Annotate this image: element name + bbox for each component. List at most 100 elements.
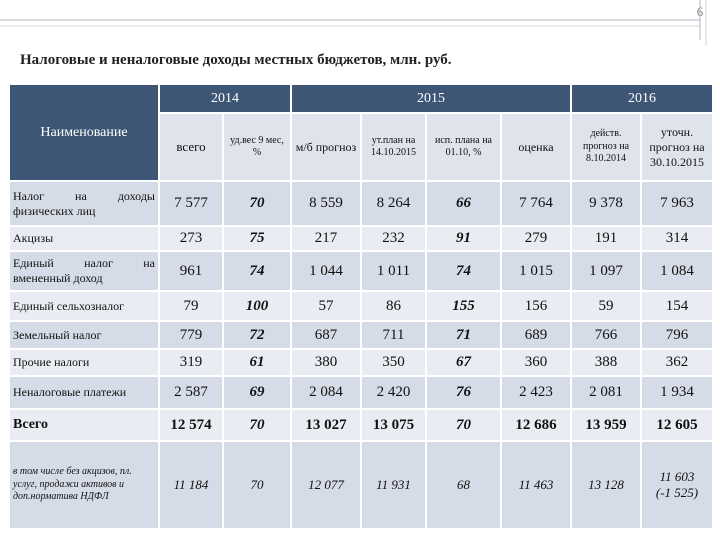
cell-value: 360 [500, 348, 572, 377]
row-name: Налог на доходы физических лиц [8, 180, 160, 227]
cell-value: 13 027 [290, 408, 362, 442]
cell-value: 689 [500, 320, 572, 350]
column-header: уточн. прогноз на 30.10.2015 [640, 112, 714, 182]
cell-value: 71 [425, 320, 502, 350]
cell-value: 69 [222, 375, 292, 410]
cell-value: 68 [425, 440, 502, 530]
table-row: Прочие налоги 319 61 380 350 67 360 388 362 [8, 348, 714, 377]
table-row: Налог на доходы физических лиц 7 577 70 8 5… [8, 180, 714, 227]
column-header: м/б прогноз [290, 112, 362, 182]
cell-value: 279 [500, 225, 572, 252]
cell-value: 687 [290, 320, 362, 350]
data-table: Наименование 2014 2015 2016 всего уд.вес 9 ме… [8, 83, 714, 530]
cell-value: 232 [360, 225, 427, 252]
column-header: действ. прогноз на 8.10.2014 [570, 112, 642, 182]
column-header: оценка [500, 112, 572, 182]
cell-value: 1 097 [570, 250, 642, 292]
row-name: Акцизы [8, 225, 160, 252]
cell-value: 1 015 [500, 250, 572, 292]
cell-value: 13 959 [570, 408, 642, 442]
row-name: Земельный налог [8, 320, 160, 350]
cell-value: 711 [360, 320, 427, 350]
cell-value: 9 378 [570, 180, 642, 227]
cell-value: 8 264 [360, 180, 427, 227]
cell-value: 75 [222, 225, 292, 252]
cell-value: 380 [290, 348, 362, 377]
page-number: 6 [696, 4, 704, 19]
cell-value: 67 [425, 348, 502, 377]
cell-value: 7 963 [640, 180, 714, 227]
cell-value: 11 603 (-1 525) [640, 440, 714, 530]
cell-value: 72 [222, 320, 292, 350]
cell-value: 91 [425, 225, 502, 252]
year-header: 2014 [158, 83, 292, 114]
cell-value: 2 081 [570, 375, 642, 410]
cell-value: 154 [640, 290, 714, 322]
cell-value: 350 [360, 348, 427, 377]
table-row: Всего 12 574 70 13 027 13 075 70 12 686 13 959 1… [8, 408, 714, 442]
cell-value: 59 [570, 290, 642, 322]
cell-value: 12 605 [640, 408, 714, 442]
cell-value: 79 [158, 290, 224, 322]
table-row: в том числе без акцизов, пл. услуг, прод… [8, 440, 714, 530]
row-name: в том числе без акцизов, пл. услуг, прод… [8, 440, 160, 530]
cell-value: 1 934 [640, 375, 714, 410]
year-header: 2016 [570, 83, 714, 114]
cell-value: 12 574 [158, 408, 224, 442]
table-row: Неналоговые платежи 2 587 69 2 084 2 420 76 2 … [8, 375, 714, 410]
cell-value: 273 [158, 225, 224, 252]
cell-value: 191 [570, 225, 642, 252]
cell-value: 1 084 [640, 250, 714, 292]
cell-value: 961 [158, 250, 224, 292]
cell-value: 70 [222, 440, 292, 530]
row-name: Единый налог на вмененный доход [8, 250, 160, 292]
cell-value: 8 559 [290, 180, 362, 227]
column-header: исп. плана на 01.10, % [425, 112, 502, 182]
column-header: уд.вес 9 мес, % [222, 112, 292, 182]
row-name: Неналоговые платежи [8, 375, 160, 410]
cell-value: 156 [500, 290, 572, 322]
cell-value: 7 577 [158, 180, 224, 227]
cell-value: 13 075 [360, 408, 427, 442]
cell-value: 319 [158, 348, 224, 377]
cell-value: 12 686 [500, 408, 572, 442]
cell-value: 217 [290, 225, 362, 252]
cell-value: 70 [222, 408, 292, 442]
row-name: Единый сельхозналог [8, 290, 160, 322]
cell-value: 155 [425, 290, 502, 322]
cell-value: 388 [570, 348, 642, 377]
cell-value: 2 420 [360, 375, 427, 410]
cell-value: 70 [425, 408, 502, 442]
cell-value: 61 [222, 348, 292, 377]
cell-value: 766 [570, 320, 642, 350]
table-row: Единый налог на вмененный доход 961 74 1 04… [8, 250, 714, 292]
cell-value: 2 084 [290, 375, 362, 410]
column-header: ут.план на 14.10.2015 [360, 112, 427, 182]
cell-value: 7 764 [500, 180, 572, 227]
cell-value: 1 044 [290, 250, 362, 292]
column-header: всего [158, 112, 224, 182]
name-header: Наименование [8, 83, 160, 182]
cell-value: 74 [222, 250, 292, 292]
header-row: Наименование 2014 2015 2016 [8, 83, 714, 182]
cell-value: 362 [640, 348, 714, 377]
year-header: 2015 [290, 83, 572, 114]
cell-value: 70 [222, 180, 292, 227]
header-row: всего уд.вес 9 мес, % м/б прогноз ут.план н… [9, 112, 714, 182]
cell-value: 57 [290, 290, 362, 322]
cell-value: 12 077 [290, 440, 362, 530]
cell-value: 66 [425, 180, 502, 227]
row-name: Всего [8, 408, 160, 442]
cell-value: 2 423 [500, 375, 572, 410]
cell-value: 13 128 [570, 440, 642, 530]
cell-value: 86 [360, 290, 427, 322]
slide-decoration [0, 0, 707, 46]
cell-value: 314 [640, 225, 714, 252]
cell-value: 11 463 [500, 440, 572, 530]
cell-value: 1 011 [360, 250, 427, 292]
table-row: Земельный налог 779 72 687 711 71 689 766 796 [8, 320, 714, 350]
cell-value: 74 [425, 250, 502, 292]
cell-value: 11 931 [360, 440, 427, 530]
slide-title: Налоговые и неналоговые доходы местных б… [20, 52, 452, 68]
